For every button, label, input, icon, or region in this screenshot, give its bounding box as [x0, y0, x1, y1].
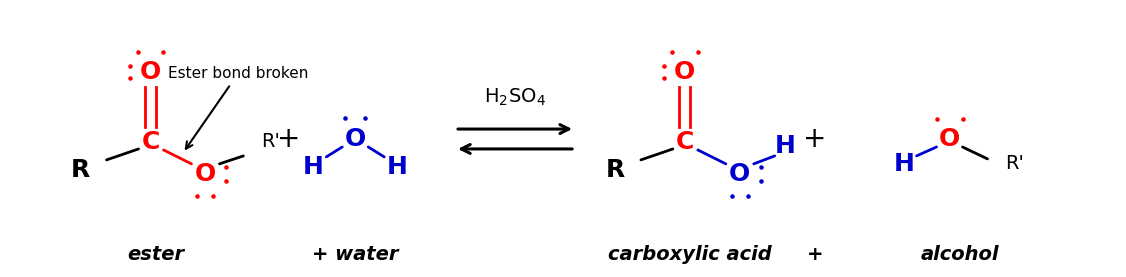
- Text: ester: ester: [127, 245, 184, 264]
- Text: +: +: [277, 125, 300, 153]
- Text: O: O: [730, 162, 750, 186]
- Text: R': R': [261, 132, 280, 152]
- Text: alcohol: alcohol: [920, 245, 999, 264]
- Text: O: O: [939, 127, 960, 151]
- Text: R': R': [1006, 154, 1025, 173]
- Text: R: R: [71, 158, 90, 182]
- Text: O: O: [140, 60, 161, 84]
- Text: +: +: [803, 125, 826, 153]
- Text: carboxylic acid: carboxylic acid: [608, 245, 771, 264]
- Text: Ester bond broken: Ester bond broken: [168, 66, 309, 149]
- Text: H$_2$SO$_4$: H$_2$SO$_4$: [484, 86, 546, 108]
- Text: H: H: [303, 155, 324, 179]
- Text: C: C: [676, 130, 694, 154]
- Text: O: O: [195, 162, 216, 186]
- Text: H: H: [775, 134, 795, 158]
- Text: +: +: [806, 245, 823, 264]
- Text: O: O: [674, 60, 696, 84]
- Text: H: H: [386, 155, 408, 179]
- Text: + water: + water: [312, 245, 399, 264]
- Text: H: H: [894, 152, 915, 176]
- Text: C: C: [142, 130, 160, 154]
- Text: R: R: [606, 158, 625, 182]
- Text: O: O: [345, 127, 366, 151]
